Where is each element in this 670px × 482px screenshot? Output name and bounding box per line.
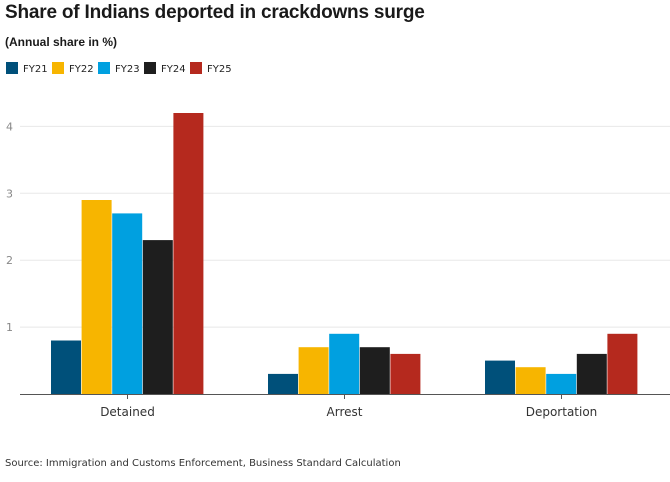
legend: FY21 FY22 FY23 FY24 FY25 xyxy=(6,62,232,75)
bar-deportation-fy21 xyxy=(485,360,515,394)
x-axis: Detained Arrest Deportation xyxy=(20,394,670,419)
bar-deportation-fy24 xyxy=(576,353,607,394)
bar-deportation-fy25 xyxy=(607,333,638,394)
chart-title: Share of Indians deported in crackdowns … xyxy=(5,2,425,23)
x-label-deportation: Deportation xyxy=(526,405,598,419)
y-tick-label-1: 1 xyxy=(6,321,13,334)
legend-label-fy21: FY21 xyxy=(23,64,48,75)
bar-arrest-fy21 xyxy=(268,373,298,394)
bar-detained-fy21 xyxy=(51,340,81,394)
legend-swatch-fy24 xyxy=(144,62,156,74)
y-axis: 1 2 3 4 xyxy=(6,120,13,334)
y-tick-label-2: 2 xyxy=(6,254,13,267)
legend-swatch-fy25 xyxy=(190,62,202,74)
legend-swatch-fy23 xyxy=(98,62,110,74)
legend-label-fy25: FY25 xyxy=(207,64,232,75)
bar-detained-fy25 xyxy=(173,113,204,394)
bar-deportation-fy23 xyxy=(546,373,577,394)
bar-detained-fy22 xyxy=(81,200,112,394)
legend-swatch-fy21 xyxy=(6,62,18,74)
bar-arrest-fy22 xyxy=(298,347,329,394)
bar-detained-fy24 xyxy=(142,240,173,394)
legend-label-fy24: FY24 xyxy=(161,64,186,75)
x-label-arrest: Arrest xyxy=(327,405,363,419)
bars xyxy=(51,113,638,394)
bar-detained-fy23 xyxy=(112,213,143,394)
bar-arrest-fy23 xyxy=(329,333,360,394)
bar-deportation-fy22 xyxy=(515,367,546,394)
bar-arrest-fy24 xyxy=(359,347,390,394)
source-note: Source: Immigration and Customs Enforcem… xyxy=(5,458,401,469)
bar-arrest-fy25 xyxy=(390,353,421,394)
x-label-detained: Detained xyxy=(100,405,155,419)
legend-label-fy23: FY23 xyxy=(115,64,140,75)
legend-label-fy22: FY22 xyxy=(69,64,94,75)
y-tick-label-4: 4 xyxy=(6,120,13,133)
y-tick-label-3: 3 xyxy=(6,187,13,200)
chart-subtitle: (Annual share in %) xyxy=(5,35,118,49)
legend-swatch-fy22 xyxy=(52,62,64,74)
